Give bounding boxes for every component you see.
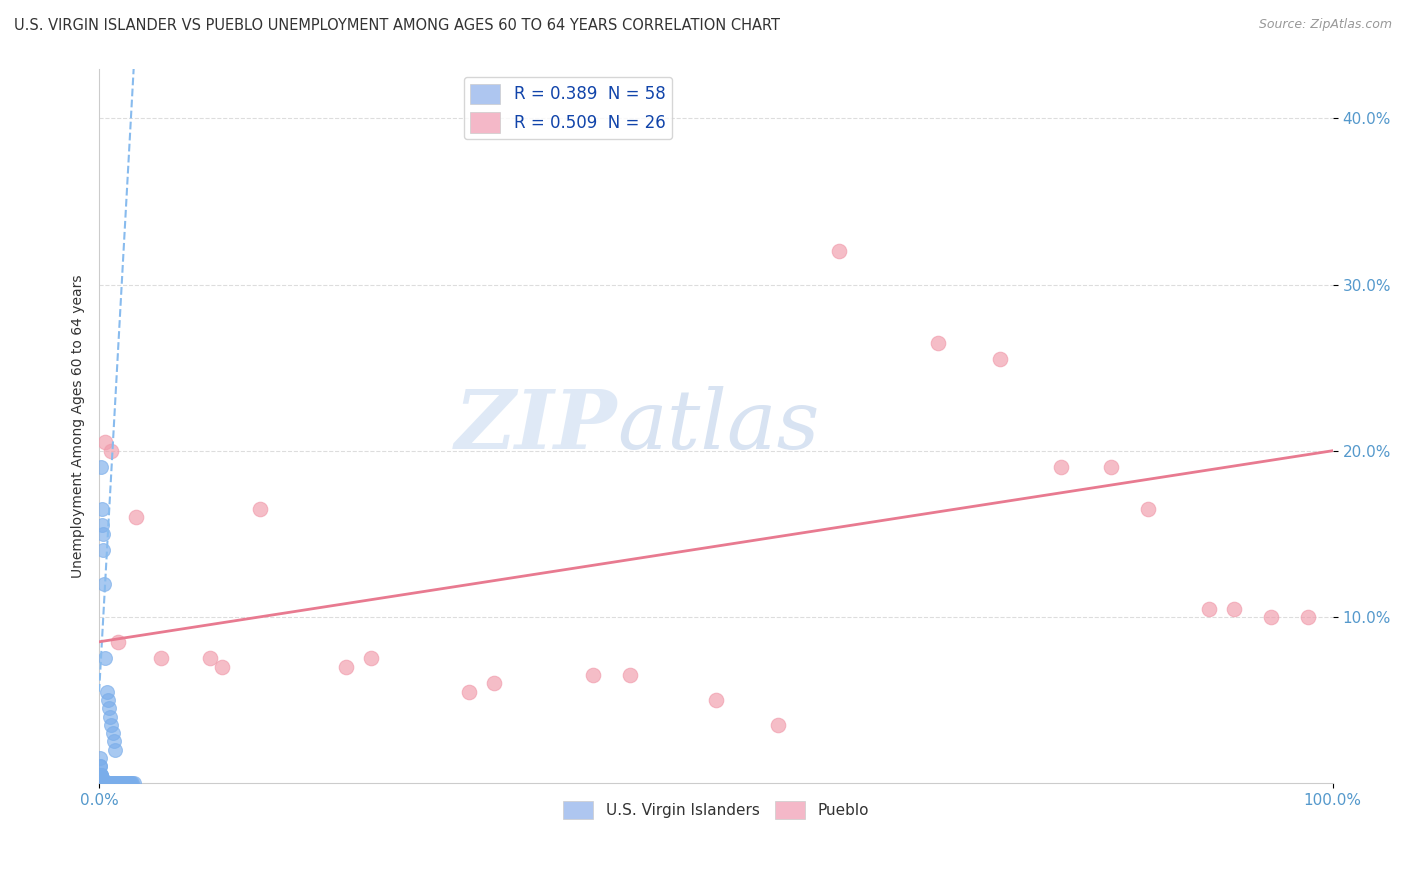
Point: [93, 775, 115, 789]
Point: [91, 772, 114, 787]
Point: [1050, 460, 1073, 475]
Point: [458, 684, 481, 698]
Point: [704, 693, 727, 707]
Point: [89, 759, 111, 773]
Point: [149, 651, 172, 665]
Point: [98, 776, 121, 790]
Point: [89, 759, 111, 773]
Point: [97, 775, 120, 789]
Point: [108, 776, 131, 790]
Point: [211, 659, 233, 673]
Point: [122, 776, 145, 790]
Point: [97, 775, 120, 789]
Point: [581, 668, 603, 682]
Point: [249, 501, 271, 516]
Point: [103, 776, 125, 790]
Point: [360, 651, 382, 665]
Point: [117, 776, 139, 790]
Point: [94, 651, 117, 665]
Point: [927, 335, 949, 350]
Point: [91, 774, 114, 789]
Point: [107, 776, 129, 790]
Point: [1136, 501, 1159, 516]
Point: [104, 776, 127, 790]
Point: [97, 693, 120, 707]
Text: atlas: atlas: [617, 385, 820, 466]
Point: [108, 776, 131, 790]
Point: [115, 776, 138, 790]
Point: [125, 510, 148, 524]
Point: [103, 734, 125, 748]
Point: [112, 776, 135, 790]
Point: [91, 526, 114, 541]
Text: Source: ZipAtlas.com: Source: ZipAtlas.com: [1258, 18, 1392, 31]
Point: [89, 751, 111, 765]
Point: [118, 776, 141, 790]
Point: [96, 775, 118, 789]
Point: [100, 443, 122, 458]
Point: [90, 460, 112, 475]
Point: [1296, 610, 1319, 624]
Point: [1099, 460, 1122, 475]
Point: [110, 776, 132, 790]
Point: [121, 776, 143, 790]
Point: [828, 244, 851, 259]
Point: [104, 743, 127, 757]
Point: [91, 518, 114, 533]
Point: [93, 774, 115, 789]
Point: [198, 651, 221, 665]
Point: [120, 776, 142, 790]
Point: [335, 659, 357, 673]
Point: [619, 668, 641, 682]
Point: [98, 701, 121, 715]
Point: [98, 709, 121, 723]
Y-axis label: Unemployment Among Ages 60 to 64 years: Unemployment Among Ages 60 to 64 years: [72, 274, 86, 577]
Point: [988, 352, 1011, 367]
Point: [90, 768, 112, 782]
Point: [98, 776, 121, 790]
Point: [96, 775, 118, 789]
Point: [766, 718, 789, 732]
Point: [100, 776, 122, 790]
Point: [114, 776, 136, 790]
Text: U.S. VIRGIN ISLANDER VS PUEBLO UNEMPLOYMENT AMONG AGES 60 TO 64 YEARS CORRELATIO: U.S. VIRGIN ISLANDER VS PUEBLO UNEMPLOYM…: [14, 18, 780, 33]
Text: ZIP: ZIP: [454, 385, 617, 466]
Point: [90, 501, 112, 516]
Point: [90, 771, 112, 785]
Point: [100, 776, 122, 790]
Point: [1198, 601, 1220, 615]
Point: [94, 435, 117, 450]
Point: [107, 635, 129, 649]
Point: [90, 768, 112, 782]
Point: [93, 543, 115, 558]
Point: [98, 776, 121, 790]
Legend: U.S. Virgin Islanders, Pueblo: U.S. Virgin Islanders, Pueblo: [557, 795, 875, 825]
Point: [91, 772, 114, 787]
Point: [111, 776, 134, 790]
Point: [93, 576, 115, 591]
Point: [105, 776, 128, 790]
Point: [118, 776, 141, 790]
Point: [101, 726, 124, 740]
Point: [482, 676, 505, 690]
Point: [100, 718, 122, 732]
Point: [90, 771, 112, 785]
Point: [94, 775, 117, 789]
Point: [101, 776, 124, 790]
Point: [96, 684, 118, 698]
Point: [93, 775, 115, 789]
Point: [94, 775, 117, 789]
Point: [1223, 601, 1246, 615]
Point: [90, 768, 112, 782]
Point: [1260, 610, 1282, 624]
